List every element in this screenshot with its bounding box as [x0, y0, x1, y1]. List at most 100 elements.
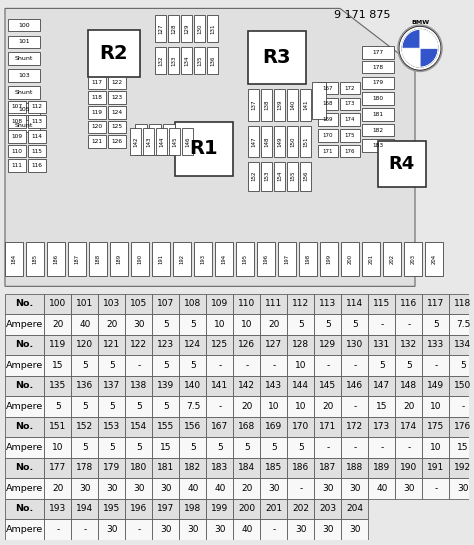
- Bar: [153, 376, 180, 396]
- Bar: [362, 76, 394, 89]
- Text: 5: 5: [136, 402, 142, 411]
- Text: 197: 197: [284, 254, 290, 264]
- Text: 30: 30: [106, 484, 118, 493]
- Text: 154: 154: [130, 422, 147, 431]
- Text: 131: 131: [210, 23, 215, 34]
- Text: 113: 113: [319, 299, 337, 308]
- Bar: [449, 355, 474, 376]
- Bar: [45, 478, 72, 499]
- Bar: [340, 145, 360, 158]
- Text: -: -: [219, 361, 221, 370]
- Text: 100: 100: [49, 299, 66, 308]
- Bar: [274, 126, 285, 158]
- Text: 186: 186: [54, 254, 58, 264]
- Text: 5: 5: [325, 320, 331, 329]
- Bar: [278, 243, 296, 276]
- Text: Ampere: Ampere: [6, 525, 43, 534]
- Text: 138: 138: [264, 100, 269, 110]
- Bar: [318, 129, 338, 142]
- Text: 5: 5: [82, 443, 88, 452]
- Text: 170: 170: [323, 133, 333, 138]
- Text: 204: 204: [346, 504, 364, 513]
- Bar: [260, 458, 287, 478]
- Bar: [207, 376, 233, 396]
- Wedge shape: [402, 29, 420, 49]
- Wedge shape: [402, 49, 420, 67]
- Text: 15: 15: [160, 443, 172, 452]
- Text: 141: 141: [303, 100, 308, 110]
- Bar: [207, 416, 233, 437]
- Text: 137: 137: [251, 100, 256, 110]
- Text: 152: 152: [76, 422, 93, 431]
- Bar: [233, 478, 260, 499]
- Text: R1: R1: [190, 140, 219, 159]
- Text: 149: 149: [428, 382, 445, 390]
- Text: 149: 149: [277, 136, 282, 147]
- Text: 30: 30: [349, 525, 361, 534]
- Bar: [314, 416, 341, 437]
- Bar: [182, 128, 193, 155]
- Text: 119: 119: [91, 110, 102, 115]
- Text: 122: 122: [130, 340, 147, 349]
- Bar: [340, 113, 360, 126]
- Bar: [287, 519, 314, 540]
- Text: 5: 5: [163, 320, 169, 329]
- Text: 152: 152: [251, 171, 256, 181]
- Bar: [126, 396, 153, 416]
- Bar: [99, 437, 126, 458]
- Text: -: -: [272, 361, 275, 370]
- Text: 5: 5: [298, 320, 304, 329]
- Text: 133: 133: [171, 56, 176, 66]
- Text: 200: 200: [238, 504, 255, 513]
- Text: 5: 5: [109, 361, 115, 370]
- Text: 130: 130: [197, 23, 202, 34]
- Text: 156: 156: [184, 422, 201, 431]
- Text: 10: 10: [268, 402, 280, 411]
- Text: 128: 128: [292, 340, 310, 349]
- Text: -: -: [353, 443, 356, 452]
- Bar: [5, 499, 45, 519]
- Bar: [422, 376, 449, 396]
- Text: 20: 20: [106, 320, 118, 329]
- Text: 135: 135: [197, 56, 202, 66]
- Text: 9 171 875: 9 171 875: [334, 10, 390, 21]
- Text: BMW: BMW: [411, 20, 429, 25]
- Text: 5: 5: [55, 402, 61, 411]
- Bar: [341, 243, 359, 276]
- Text: Ampere: Ampere: [6, 361, 43, 370]
- Bar: [368, 294, 395, 314]
- Bar: [422, 458, 449, 478]
- Bar: [395, 376, 422, 396]
- Text: 192: 192: [180, 254, 184, 264]
- Bar: [341, 355, 368, 376]
- Text: -: -: [353, 361, 356, 370]
- Text: 182: 182: [373, 128, 383, 132]
- Bar: [362, 140, 394, 152]
- Bar: [233, 396, 260, 416]
- Bar: [341, 458, 368, 478]
- Bar: [72, 478, 99, 499]
- Bar: [314, 458, 341, 478]
- Text: Shunt: Shunt: [15, 56, 33, 61]
- Text: 105: 105: [18, 107, 30, 112]
- Bar: [362, 61, 394, 74]
- Text: Shunt: Shunt: [15, 90, 33, 95]
- Text: 40: 40: [79, 320, 91, 329]
- Text: 193: 193: [201, 254, 206, 264]
- Bar: [207, 437, 233, 458]
- Bar: [180, 294, 207, 314]
- Bar: [340, 82, 360, 94]
- Text: 15: 15: [52, 361, 64, 370]
- Bar: [5, 396, 45, 416]
- Text: -: -: [461, 402, 465, 411]
- Text: No.: No.: [16, 340, 34, 349]
- Text: 109: 109: [11, 134, 23, 139]
- Bar: [180, 376, 207, 396]
- Bar: [260, 396, 287, 416]
- Bar: [152, 243, 170, 276]
- Text: 189: 189: [117, 254, 121, 264]
- Text: -: -: [434, 361, 438, 370]
- Bar: [314, 396, 341, 416]
- Text: 132: 132: [158, 56, 163, 66]
- Text: 120: 120: [76, 340, 93, 349]
